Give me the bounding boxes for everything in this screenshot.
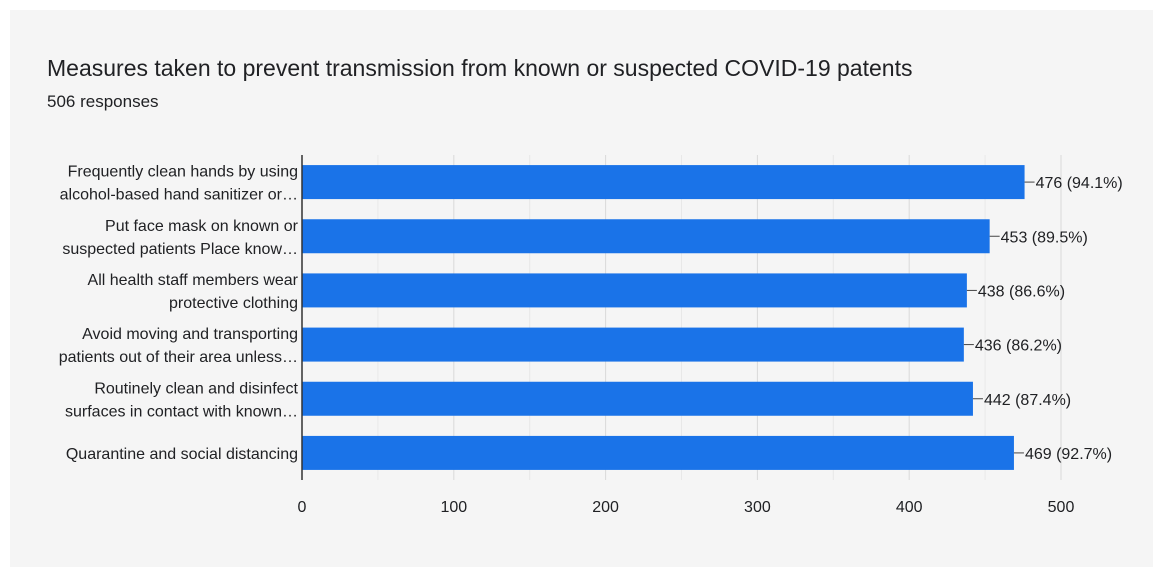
bar xyxy=(302,435,1014,470)
bar xyxy=(302,219,990,254)
category-label: Frequently clean hands by using xyxy=(68,164,298,181)
bar xyxy=(302,273,967,308)
data-label: 442 (87.4%) xyxy=(984,392,1071,409)
category-label: Quarantine and social distancing xyxy=(66,446,298,463)
data-label: 476 (94.1%) xyxy=(1036,175,1123,192)
x-tick-label: 100 xyxy=(440,499,467,516)
category-label: Avoid moving and transporting xyxy=(82,326,298,343)
x-tick-label: 400 xyxy=(896,499,923,516)
category-label: All health staff members wear xyxy=(88,272,299,289)
category-label: suspected patients Place know… xyxy=(62,241,298,258)
data-label: 438 (86.6%) xyxy=(978,283,1065,300)
category-label: protective clothing xyxy=(169,295,298,312)
x-tick-label: 200 xyxy=(592,499,619,516)
data-label: 453 (89.5%) xyxy=(1001,229,1088,246)
x-tick-label: 300 xyxy=(744,499,771,516)
category-label: Put face mask on known or xyxy=(105,218,299,235)
response-count: 506 responses xyxy=(47,92,159,111)
category-label: Routinely clean and disinfect xyxy=(94,380,298,397)
bar xyxy=(302,165,1025,200)
x-tick-label: 500 xyxy=(1048,499,1075,516)
data-label: 436 (86.2%) xyxy=(975,338,1062,355)
chart-title: Measures taken to prevent transmission f… xyxy=(47,55,913,81)
category-label: surfaces in contact with known… xyxy=(65,403,298,420)
category-label: alcohol-based hand sanitizer or… xyxy=(60,187,298,204)
bar xyxy=(302,327,964,362)
x-tick-label: 0 xyxy=(298,499,307,516)
bar xyxy=(302,381,973,416)
category-label: patients out of their area unless… xyxy=(59,349,298,366)
data-label: 469 (92.7%) xyxy=(1025,446,1112,463)
